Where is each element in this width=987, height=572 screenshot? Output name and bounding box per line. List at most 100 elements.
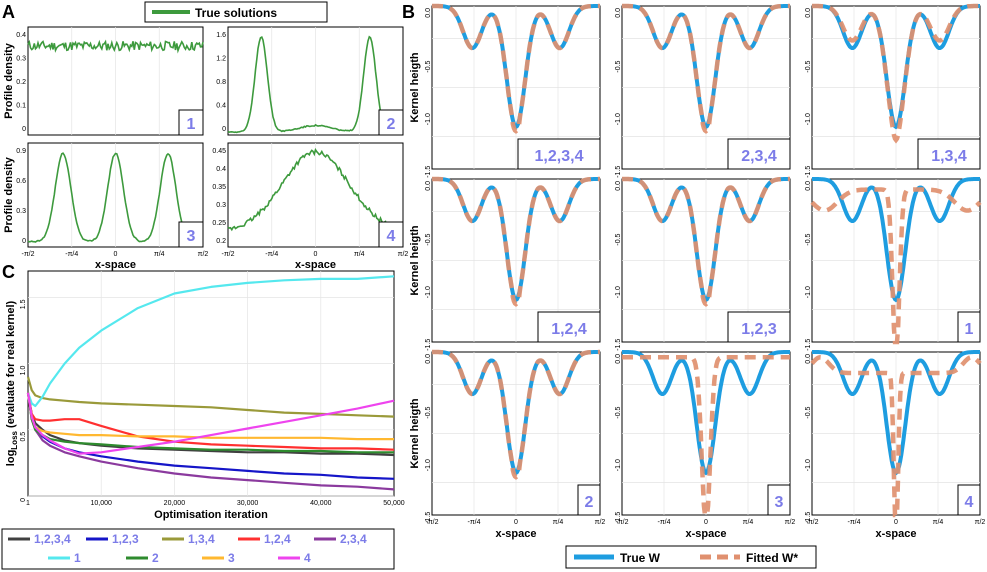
fitted-w-curve bbox=[432, 176, 600, 307]
x-tick-label: -π/4 bbox=[848, 519, 861, 526]
y-tick-label: 0.35 bbox=[212, 184, 226, 191]
fitted-w-curve bbox=[622, 176, 790, 307]
subplot-label: 2 bbox=[585, 494, 594, 511]
y-tick-label: 0.6 bbox=[16, 178, 26, 185]
panel-b-xlabel: x-space bbox=[496, 528, 537, 540]
loss-line-1-2-3-4 bbox=[26, 392, 395, 457]
y-tick-label: -1.5 bbox=[425, 512, 432, 524]
true-solution-curve-1 bbox=[27, 39, 204, 54]
y-tick-label: 1.6 bbox=[216, 32, 226, 39]
y-tick-label: -1.0 bbox=[615, 459, 622, 471]
x-tick-label: -π/4 bbox=[65, 251, 78, 258]
x-tick-label: -π/2 bbox=[806, 519, 819, 526]
x-tick-label: 40,000 bbox=[310, 500, 332, 507]
y-tick-label: -1.0 bbox=[425, 113, 432, 125]
panel-b-ylabel: Kernel heigth bbox=[409, 398, 421, 469]
legend-label: 1,2,3,4 bbox=[34, 532, 71, 546]
y-tick-label: -1.5 bbox=[425, 166, 432, 178]
x-tick-label: 50,000 bbox=[383, 500, 405, 507]
legend-label: 1,2,4 bbox=[264, 532, 291, 546]
subplot-label: 1,2,3 bbox=[741, 321, 777, 338]
x-tick-label: π/2 bbox=[198, 251, 209, 258]
y-tick-label: -0.5 bbox=[805, 233, 812, 245]
panel-c: 1.5 1.0 0.5 01 10,000 20,000 30,000 40,000 50,00… bbox=[5, 270, 405, 521]
subplot-label-box bbox=[917, 138, 981, 170]
fitted-w-curve bbox=[432, 349, 600, 480]
subplot-label-box bbox=[727, 311, 791, 343]
legend-label: 1 bbox=[74, 551, 81, 565]
y-tick-label: 0.0 bbox=[805, 181, 812, 191]
subplot-label-box bbox=[178, 221, 204, 248]
y-tick-label: -1.5 bbox=[805, 166, 812, 178]
panel-b: 0.0 -0.5 -1.0 -1.5 1,2,3,4 0.0 -0.5 -1.0 -1.5 2,3… bbox=[409, 3, 985, 540]
y-tick-label: -0.5 bbox=[615, 233, 622, 245]
y-tick-label: 0.0 bbox=[425, 354, 432, 364]
x-tick-label: 10,000 bbox=[90, 500, 112, 507]
y-tick-label: -1.0 bbox=[615, 286, 622, 298]
subplot-label-4: 4 bbox=[387, 228, 396, 245]
panel-b-ylabel: Kernel heigth bbox=[409, 225, 421, 296]
y-tick-label: 0.9 bbox=[16, 148, 26, 155]
x-tick-label: π/4 bbox=[354, 251, 365, 258]
x-tick-label: π/4 bbox=[553, 519, 564, 526]
legend-label: 4 bbox=[304, 551, 311, 565]
x-tick-label: 20,000 bbox=[164, 500, 186, 507]
legend-label: 1,2,3 bbox=[112, 532, 139, 546]
loss-line-4 bbox=[26, 392, 395, 455]
y-tick-label: 0.0 bbox=[615, 354, 622, 364]
y-tick-label: 0.1 bbox=[16, 103, 26, 110]
subplot-label-box bbox=[767, 484, 791, 516]
loss-line-3 bbox=[26, 392, 394, 441]
y-tick-label: 0 bbox=[222, 126, 226, 133]
x-tick-label: -π/4 bbox=[265, 251, 278, 258]
panel-c-ylabel: logLoss (evaluate for real kernel) bbox=[5, 300, 19, 466]
panel-letter-c: C bbox=[2, 262, 15, 282]
y-tick-label: 0.0 bbox=[425, 181, 432, 191]
panel-a-ylabel-top: Profile density bbox=[3, 42, 15, 119]
legend-fitted-w: Fitted W* bbox=[746, 551, 798, 565]
y-tick-label: -0.5 bbox=[425, 406, 432, 418]
subplot-label: 1,2,3,4 bbox=[535, 148, 584, 165]
legend-label: 1,3,4 bbox=[188, 532, 215, 546]
x-tick-label: 0 bbox=[114, 251, 118, 258]
y-tick-label: 0.0 bbox=[615, 8, 622, 18]
loss-line-1 bbox=[26, 275, 395, 408]
panel-a-legend: True solutions bbox=[144, 1, 328, 23]
x-tick-label: 0 bbox=[314, 251, 318, 258]
y-tick-label: 0.2 bbox=[16, 79, 26, 86]
x-tick-label: -π/2 bbox=[426, 519, 439, 526]
loss-line-1-2-4 bbox=[26, 392, 395, 451]
subplot-label: 3 bbox=[775, 494, 784, 511]
panel-a-ylabel-bottom: Profile density bbox=[3, 156, 15, 233]
y-tick-label: -1.0 bbox=[425, 459, 432, 471]
y-tick-label: -0.5 bbox=[425, 233, 432, 245]
x-tick-label: π/2 bbox=[785, 519, 796, 526]
x-tick-label: 0 bbox=[514, 519, 518, 526]
fitted-w-curve bbox=[622, 3, 790, 134]
panel-a-xlabel: x-space bbox=[95, 259, 136, 271]
y-tick-label: 0.4 bbox=[16, 32, 26, 39]
x-tick-label: π/2 bbox=[398, 251, 409, 258]
y-tick-label: -0.5 bbox=[805, 60, 812, 72]
x-tick-label: -π/4 bbox=[658, 519, 671, 526]
panel-c-legend: 1,2,3,4 1,2,3 1,3,4 1,2,4 2,3,4 1 2 3 4 bbox=[1, 528, 395, 570]
subplot-label-box bbox=[577, 484, 601, 516]
y-tick-label: 0.2 bbox=[216, 238, 226, 245]
y-tick-label: 0 bbox=[22, 126, 26, 133]
y-tick-label: 0.8 bbox=[216, 79, 226, 86]
y-tick-label: 1.2 bbox=[216, 56, 226, 63]
x-tick-label: π/2 bbox=[595, 519, 606, 526]
y-tick-label: 0 bbox=[20, 498, 27, 502]
true-w-curve bbox=[812, 177, 980, 303]
subplot-label-box bbox=[178, 109, 204, 136]
fitted-w-curve bbox=[622, 355, 790, 518]
y-tick-label: -1.0 bbox=[425, 286, 432, 298]
panel-c-frame bbox=[27, 270, 395, 497]
y-tick-label: -1.0 bbox=[615, 113, 622, 125]
x-tick-label: 1 bbox=[26, 500, 30, 507]
subplot-label: 1,2,4 bbox=[551, 321, 587, 338]
y-tick-label: 0.4 bbox=[216, 166, 226, 173]
panel-a: 0.4 0.3 0.2 0.1 0 1 1.6 1.2 0.8 0.4 0 2 0.9 0.6 0.3 0 3 0… bbox=[3, 26, 409, 271]
panel-letter-b: B bbox=[402, 2, 415, 22]
